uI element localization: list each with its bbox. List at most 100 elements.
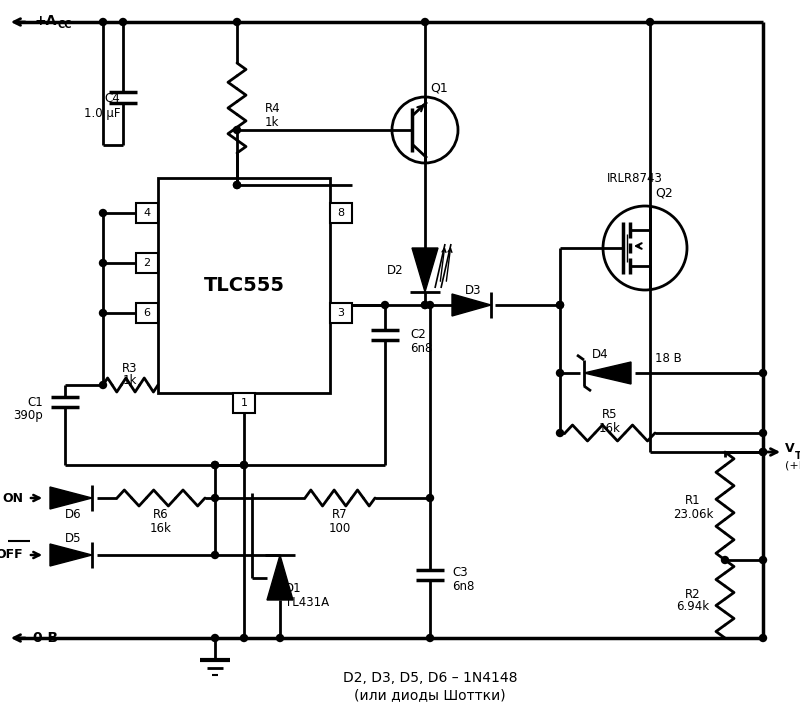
Text: 1.0 μF: 1.0 μF (83, 106, 120, 120)
Circle shape (759, 556, 766, 564)
Text: D2: D2 (386, 263, 403, 277)
Bar (330, 303, 352, 323)
Circle shape (241, 634, 247, 641)
Text: C1: C1 (27, 396, 43, 409)
Text: Q1: Q1 (430, 81, 448, 94)
Circle shape (426, 302, 434, 309)
Circle shape (722, 556, 729, 564)
Circle shape (211, 634, 218, 641)
Text: 6.94k: 6.94k (677, 600, 710, 614)
Text: R3: R3 (122, 362, 138, 375)
Text: 2: 2 (143, 258, 150, 268)
Text: IRLR8743: IRLR8743 (607, 171, 663, 185)
Circle shape (422, 18, 429, 25)
Text: 16k: 16k (150, 522, 172, 535)
Text: ON: ON (2, 491, 23, 505)
Circle shape (241, 462, 247, 469)
Text: D2, D3, D5, D6 – 1N4148: D2, D3, D5, D6 – 1N4148 (342, 671, 518, 685)
Text: T: T (795, 451, 800, 461)
Circle shape (99, 18, 106, 25)
Text: TL431A: TL431A (285, 595, 329, 608)
Text: 1k: 1k (265, 115, 279, 128)
Circle shape (211, 462, 218, 469)
Circle shape (557, 302, 563, 309)
Circle shape (759, 448, 766, 455)
Circle shape (99, 210, 106, 217)
Circle shape (234, 181, 241, 188)
Polygon shape (267, 555, 293, 600)
Text: R5: R5 (602, 409, 618, 421)
Text: R6: R6 (153, 508, 169, 522)
Circle shape (234, 181, 241, 188)
Circle shape (422, 302, 429, 309)
Text: 23.06k: 23.06k (673, 508, 713, 520)
Text: D5: D5 (65, 532, 82, 544)
Text: TLC555: TLC555 (203, 276, 285, 295)
Text: D1: D1 (285, 581, 302, 595)
Polygon shape (50, 487, 92, 509)
Polygon shape (584, 362, 631, 384)
Text: 6: 6 (143, 308, 150, 318)
Text: 390p: 390p (14, 409, 43, 421)
Bar (136, 203, 158, 223)
Text: (+Нагрузка): (+Нагрузка) (785, 461, 800, 471)
Circle shape (422, 302, 429, 309)
Circle shape (382, 302, 389, 309)
Circle shape (759, 634, 766, 641)
Text: CC: CC (58, 20, 73, 30)
Text: 1: 1 (241, 398, 247, 408)
Circle shape (277, 634, 283, 641)
Text: 0 В: 0 В (33, 631, 58, 645)
Text: OFF: OFF (0, 549, 23, 561)
Text: R4: R4 (265, 101, 281, 115)
Text: V: V (785, 442, 794, 455)
Text: 18 В: 18 В (655, 351, 682, 365)
Circle shape (119, 18, 126, 25)
Text: 1k: 1k (123, 375, 137, 387)
Text: C4: C4 (104, 91, 120, 105)
Circle shape (759, 370, 766, 377)
Text: +A: +A (35, 14, 58, 28)
Bar (158, 178, 330, 393)
Bar (330, 203, 352, 223)
Bar (136, 253, 158, 273)
Text: 4: 4 (143, 208, 150, 218)
Text: D4: D4 (592, 348, 608, 362)
Circle shape (557, 370, 563, 377)
Text: C3: C3 (452, 566, 468, 580)
Circle shape (99, 382, 106, 389)
Text: 16k: 16k (599, 421, 621, 435)
Circle shape (211, 552, 218, 559)
Circle shape (759, 448, 766, 455)
Bar (233, 393, 255, 413)
Circle shape (557, 302, 563, 309)
Circle shape (241, 462, 247, 469)
Text: 8: 8 (338, 208, 345, 218)
Bar (136, 303, 158, 323)
Polygon shape (452, 294, 491, 316)
Text: 6n8: 6n8 (452, 580, 474, 593)
Text: R2: R2 (685, 588, 701, 600)
Text: (или диоды Шоттки): (или диоды Шоттки) (354, 688, 506, 702)
Circle shape (99, 260, 106, 266)
Text: 3: 3 (338, 308, 345, 318)
Circle shape (426, 494, 434, 501)
Text: 6n8: 6n8 (410, 341, 432, 355)
Text: D3: D3 (465, 283, 482, 297)
Circle shape (211, 494, 218, 501)
Text: R7: R7 (332, 508, 348, 522)
Circle shape (211, 462, 218, 469)
Circle shape (557, 430, 563, 437)
Polygon shape (50, 544, 92, 566)
Text: Q2: Q2 (655, 186, 673, 200)
Circle shape (646, 18, 654, 25)
Circle shape (99, 309, 106, 316)
Circle shape (234, 18, 241, 25)
Circle shape (759, 430, 766, 437)
Circle shape (426, 634, 434, 641)
Circle shape (234, 127, 241, 134)
Text: C2: C2 (410, 329, 426, 341)
Text: D6: D6 (65, 508, 82, 522)
Polygon shape (412, 248, 438, 292)
Text: R1: R1 (685, 494, 701, 508)
